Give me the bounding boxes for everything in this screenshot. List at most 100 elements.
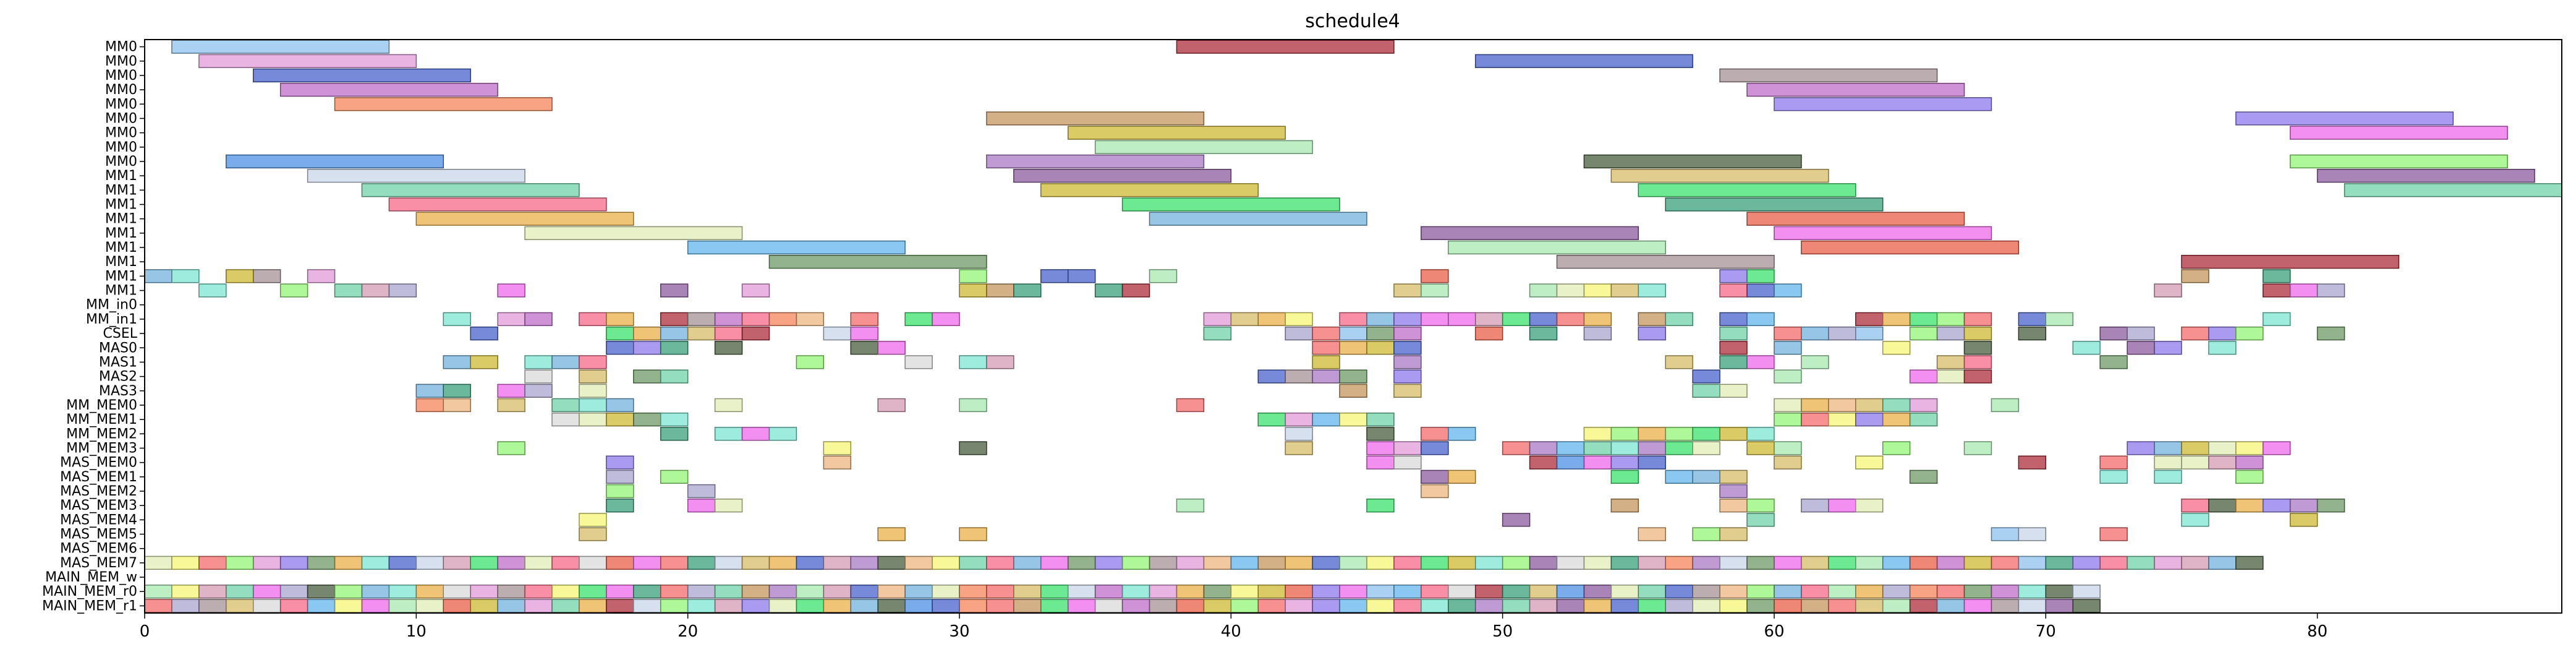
task-bar	[1121, 585, 1150, 599]
task-bar	[2262, 283, 2291, 298]
task-bar	[1094, 555, 1123, 570]
task-bar	[2127, 341, 2155, 355]
task-bar	[1665, 555, 1693, 570]
task-bar	[1692, 384, 1720, 398]
task-bar	[741, 555, 770, 570]
task-bar	[1556, 255, 1775, 269]
task-bar	[850, 341, 878, 355]
task-bar	[1882, 555, 1911, 570]
task-bar	[252, 68, 471, 83]
task-bar	[1257, 312, 1286, 327]
task-bar	[361, 183, 580, 197]
task-bar	[2208, 455, 2237, 470]
task-bar	[714, 312, 743, 327]
task-bar	[1230, 555, 1259, 570]
task-bar	[1339, 312, 1367, 327]
task-bar	[226, 555, 254, 570]
task-bar	[2154, 341, 2182, 355]
task-bar	[415, 585, 444, 599]
task-bar	[850, 326, 878, 341]
task-bar	[1502, 555, 1531, 570]
task-bar	[606, 499, 634, 513]
task-bar	[443, 555, 471, 570]
task-bar	[1312, 585, 1340, 599]
task-bar	[2099, 455, 2128, 470]
task-bar	[986, 585, 1014, 599]
task-bar	[1909, 599, 1938, 613]
task-bar	[986, 111, 1205, 126]
task-bar	[2099, 355, 2128, 369]
task-bar	[1583, 585, 1612, 599]
task-bar	[1203, 585, 1232, 599]
task-bar	[388, 585, 417, 599]
task-bar	[579, 312, 607, 327]
task-bar	[959, 355, 987, 369]
task-bar	[2127, 555, 2155, 570]
task-bar	[2045, 312, 2073, 327]
task-bar	[796, 585, 825, 599]
task-bar	[497, 441, 525, 455]
task-bar	[1393, 312, 1422, 327]
task-bar	[1963, 585, 1992, 599]
row-label: MM_MEM3	[66, 440, 137, 456]
task-bar	[959, 441, 987, 455]
task-bar	[1257, 599, 1286, 613]
task-bar	[388, 599, 417, 613]
task-bar	[606, 341, 634, 355]
task-bar	[1936, 326, 1965, 341]
task-bar	[551, 355, 580, 369]
task-bar	[1393, 585, 1422, 599]
task-bar	[1502, 599, 1531, 613]
row-label: MM_in1	[86, 312, 137, 327]
task-bar	[2289, 513, 2318, 527]
task-bar	[660, 599, 689, 613]
row-label: MAS_MEM7	[60, 555, 137, 571]
task-bar	[1719, 527, 1748, 541]
task-bar	[470, 599, 498, 613]
task-bar	[1176, 499, 1205, 513]
task-bar	[497, 585, 525, 599]
task-bar	[1774, 369, 1802, 384]
task-bar	[226, 599, 254, 613]
task-bar	[1828, 412, 1856, 427]
task-bar	[1421, 555, 1449, 570]
task-bar	[1529, 312, 1558, 327]
task-bar	[2289, 154, 2508, 169]
task-bar	[334, 555, 363, 570]
task-bar	[687, 499, 716, 513]
task-bar	[551, 412, 580, 427]
task-bar	[1149, 269, 1178, 283]
task-bar	[1556, 312, 1585, 327]
task-bar	[877, 527, 906, 541]
task-bar	[633, 412, 661, 427]
task-bar	[959, 283, 987, 298]
task-bar	[768, 427, 797, 441]
x-tick-label: 0	[140, 622, 150, 641]
task-bar	[633, 585, 661, 599]
task-bar	[1421, 312, 1449, 327]
task-bar	[1828, 599, 1856, 613]
task-bar	[2045, 555, 2073, 570]
task-bar	[1665, 470, 1693, 484]
task-bar	[714, 585, 743, 599]
task-bar	[606, 412, 634, 427]
task-bar	[2181, 269, 2209, 283]
task-bar	[1121, 599, 1150, 613]
task-bar	[1909, 312, 1938, 327]
task-bar	[1610, 455, 1639, 470]
row-label: MM1	[105, 197, 137, 213]
task-bar	[1991, 555, 2020, 570]
row-label: MAS_MEM2	[60, 484, 137, 499]
task-bar	[1583, 599, 1612, 613]
task-bar	[1909, 369, 1938, 384]
task-bar	[1665, 312, 1693, 327]
task-bar	[606, 326, 634, 341]
task-bar	[524, 369, 553, 384]
task-bar	[823, 585, 851, 599]
task-bar	[334, 599, 363, 613]
task-bar	[1502, 441, 1531, 455]
task-bar	[986, 555, 1014, 570]
task-bar	[1610, 555, 1639, 570]
task-bar	[1638, 441, 1666, 455]
task-bar	[1474, 555, 1503, 570]
